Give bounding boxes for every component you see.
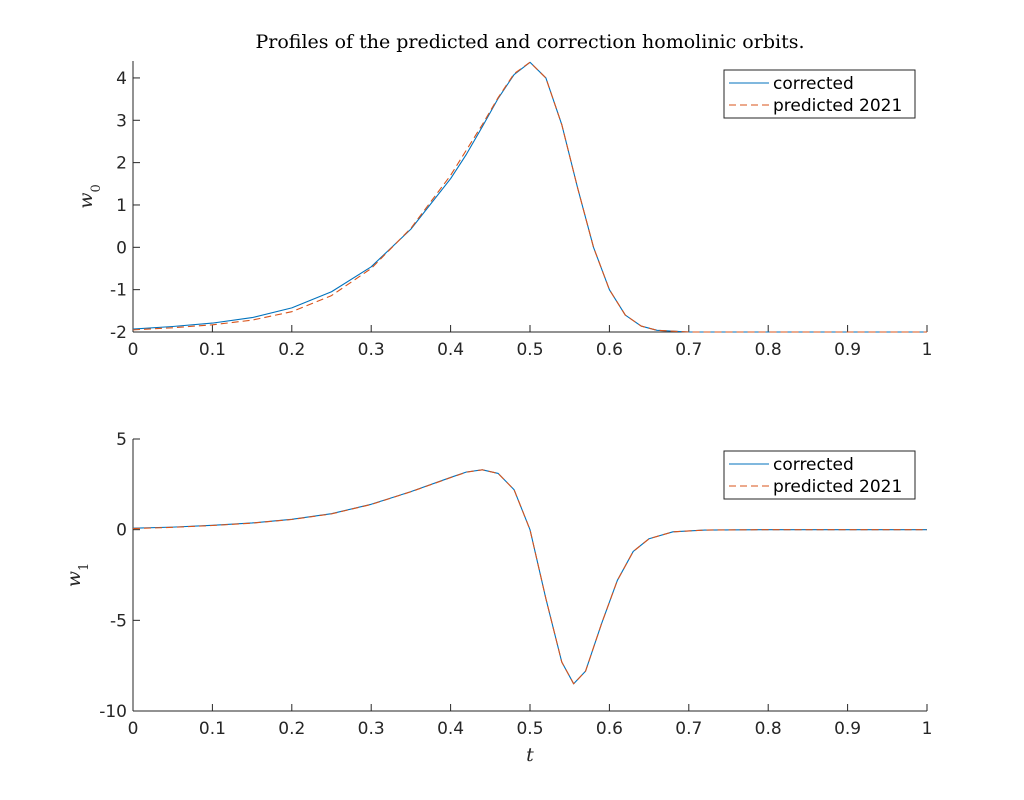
x-axis-label: t xyxy=(526,744,534,766)
y-tick-label: 4 xyxy=(116,69,127,89)
series-line-0 xyxy=(132,61,927,333)
x-tick-label: 0 xyxy=(128,340,139,360)
y-axis-label: w1 xyxy=(63,563,92,588)
y-tick-label: -10 xyxy=(99,702,127,722)
x-tick-label: 0.2 xyxy=(278,719,305,739)
series-line-0 xyxy=(132,469,927,685)
x-tick-label: 0.1 xyxy=(199,719,226,739)
x-tick-label: 0.8 xyxy=(755,340,782,360)
y-tick-label: 0 xyxy=(116,238,127,258)
y-tick-label: 5 xyxy=(116,430,127,450)
y-tick-label: -1 xyxy=(110,281,127,301)
x-tick-label: 0.6 xyxy=(596,340,623,360)
y-axis-label-subscript: 1 xyxy=(77,563,92,571)
chart-title: Profiles of the predicted and correction… xyxy=(256,31,805,53)
y-tick-label: -2 xyxy=(110,323,127,343)
x-tick-label: 0.3 xyxy=(358,340,385,360)
x-tick-label: 0.8 xyxy=(755,719,782,739)
legend-label-0: corrected xyxy=(773,74,854,94)
legend-box xyxy=(723,450,916,500)
y-axis-label-symbol: w xyxy=(63,571,85,587)
x-tick-label: 0.7 xyxy=(675,719,702,739)
y-axis-label-symbol: w xyxy=(75,193,97,209)
legend-box xyxy=(723,69,916,119)
legend-label-1: predicted 2021 xyxy=(773,477,902,497)
y-tick-label: 1 xyxy=(116,196,127,216)
x-tick-label: 0.9 xyxy=(834,719,861,739)
x-tick-label: 0.6 xyxy=(596,719,623,739)
x-tick-label: 0 xyxy=(128,719,139,739)
x-tick-label: 1 xyxy=(922,719,933,739)
x-tick-label: 0.5 xyxy=(516,719,543,739)
chart-1: 0 0.1 0.2 0.3 0.4 0.5 0.6 0.7 0.8 0.9 1-10-505tw1c… xyxy=(63,430,932,766)
y-tick-label: -5 xyxy=(110,611,127,631)
y-tick-label: 3 xyxy=(116,111,127,131)
chart-0: Profiles of the predicted and correction… xyxy=(75,31,932,360)
x-tick-label: 0.4 xyxy=(437,719,464,739)
legend-label-1: predicted 2021 xyxy=(773,96,902,116)
legend-label-0: corrected xyxy=(773,455,854,475)
x-tick-label: 0.5 xyxy=(516,340,543,360)
series-line-1 xyxy=(132,469,927,685)
x-tick-label: 0.1 xyxy=(199,340,226,360)
x-tick-label: 0.7 xyxy=(675,340,702,360)
x-tick-label: 1 xyxy=(922,340,933,360)
y-axis-label-subscript: 0 xyxy=(89,184,104,192)
x-tick-label: 0.3 xyxy=(358,719,385,739)
x-tick-label: 0.9 xyxy=(834,340,861,360)
y-tick-label: 2 xyxy=(116,154,127,174)
y-tick-label: 0 xyxy=(116,521,127,541)
x-tick-label: 0.4 xyxy=(437,340,464,360)
x-tick-label: 0.2 xyxy=(278,340,305,360)
y-axis-label: w0 xyxy=(75,184,104,209)
